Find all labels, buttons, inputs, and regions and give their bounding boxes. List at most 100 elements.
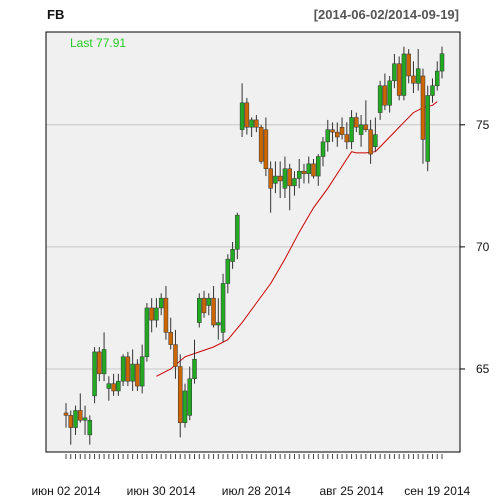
candle-body: [320, 141, 326, 157]
candle: [277, 161, 283, 199]
candle-body: [411, 75, 416, 84]
plot-frame: [45, 31, 461, 453]
moving-average-line: [156, 101, 438, 377]
x-axis: июн 02 2014 июн 30 2014 июл 28 2014 авг 25 …: [31, 454, 471, 498]
candle: [235, 212, 240, 260]
candle-body: [120, 356, 126, 382]
candle-body: [311, 163, 316, 177]
candle: [92, 347, 97, 404]
candle-body: [368, 129, 373, 155]
candle: [249, 117, 254, 137]
candle: [415, 49, 421, 91]
candle: [382, 73, 388, 111]
candle-body: [244, 102, 250, 128]
candle-body: [415, 68, 421, 84]
candle: [154, 298, 159, 328]
candle-body: [211, 297, 216, 326]
candle: [187, 366, 192, 421]
candle: [406, 49, 411, 84]
candle: [354, 112, 359, 133]
candle: [144, 303, 150, 362]
candle-body: [68, 415, 74, 428]
candle-body: [330, 129, 335, 133]
candles: [63, 46, 445, 445]
candle: [420, 68, 426, 164]
candle: [282, 156, 288, 199]
candle-body: [392, 63, 397, 82]
candle: [306, 156, 311, 184]
y-tick-label: 70: [476, 240, 490, 254]
candle: [211, 285, 216, 328]
candle-body: [273, 175, 278, 184]
candle: [111, 373, 116, 396]
candle-body: [116, 380, 121, 392]
candle: [373, 117, 378, 152]
candle-body: [230, 249, 235, 262]
candle-body: [177, 366, 183, 423]
candle: [201, 290, 207, 318]
candle-body: [101, 349, 107, 375]
candle: [87, 415, 93, 445]
candle: [273, 161, 278, 194]
candle-body: [344, 134, 350, 143]
candle: [225, 254, 231, 294]
candle: [434, 61, 440, 91]
candle: [173, 329, 178, 379]
candle-body: [382, 85, 388, 106]
candle-body: [430, 85, 435, 96]
candle-body: [73, 410, 78, 428]
candle-body: [135, 363, 140, 387]
candle-body: [434, 70, 440, 86]
candle-body: [296, 170, 302, 179]
candle-body: [173, 344, 178, 367]
candle-body: [192, 358, 197, 379]
candle-body: [335, 131, 340, 138]
candle: [220, 273, 226, 343]
candle-body: [301, 170, 307, 174]
y-tick-label: 65: [476, 362, 490, 376]
candle: [254, 115, 259, 133]
candle-body: [363, 124, 369, 130]
candle-body: [287, 168, 292, 187]
candle: [244, 97, 250, 135]
candle-body: [258, 126, 264, 162]
candle: [411, 61, 416, 94]
candle: [301, 163, 307, 184]
candle: [97, 347, 102, 382]
candle-body: [406, 53, 411, 77]
candle: [358, 115, 364, 147]
candle: [287, 163, 292, 211]
candle: [177, 354, 183, 438]
candle-body: [235, 214, 240, 250]
candle-body: [182, 390, 188, 423]
candle-body: [239, 102, 245, 130]
candle: [368, 119, 373, 164]
candle-body: [373, 134, 378, 148]
x-tick-label: июл 28 2014: [222, 484, 291, 498]
candle: [296, 158, 302, 189]
candle: [192, 339, 197, 384]
candle-body: [325, 129, 331, 143]
candle: [320, 137, 326, 167]
candle-body: [425, 95, 430, 162]
candle: [335, 122, 340, 147]
candle: [292, 171, 297, 196]
candle: [168, 317, 173, 350]
candle-body: [130, 363, 135, 382]
candle: [163, 285, 169, 340]
candle: [197, 293, 202, 328]
y-tick-label: 75: [476, 118, 490, 132]
candle: [216, 298, 221, 340]
candle-body: [249, 119, 254, 128]
candle-body: [149, 307, 154, 321]
candle: [425, 85, 430, 172]
candle-body: [144, 307, 150, 358]
x-tick-label: сен 19 2014: [404, 484, 470, 498]
x-tick-label: авг 25 2014: [319, 484, 383, 498]
candle-body: [201, 297, 207, 314]
candle-body: [168, 332, 173, 345]
candle: [339, 117, 345, 140]
candle-body: [92, 351, 97, 397]
last-value-label: Last 77.91: [70, 36, 126, 50]
candle-body: [387, 80, 392, 106]
